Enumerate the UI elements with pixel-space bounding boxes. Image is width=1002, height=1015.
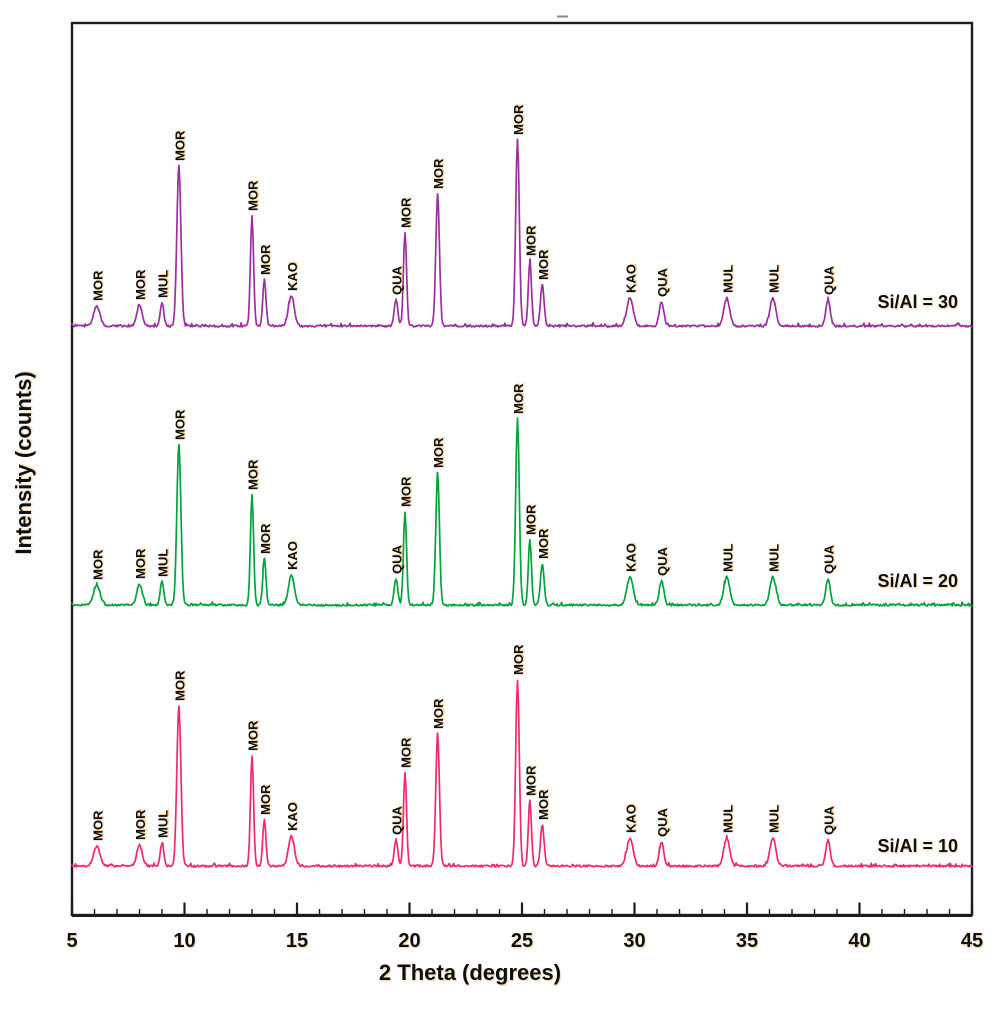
x-tick-label: 45 bbox=[961, 930, 983, 952]
peak-label-mor: MOR bbox=[511, 644, 526, 675]
series-label-group: Si/Al = 30 Si/Al = 20 Si/Al = 10 bbox=[877, 292, 958, 856]
series-label-2: Si/Al = 20 bbox=[877, 571, 958, 591]
xrd-trace-1 bbox=[71, 138, 973, 328]
x-tick-label: 15 bbox=[286, 930, 308, 952]
peak-label-mul: MUL bbox=[720, 544, 735, 572]
peak-label-mor: MOR bbox=[431, 698, 446, 729]
x-tick-label: 5 bbox=[66, 930, 77, 952]
peak-label-mor: MOR bbox=[172, 670, 187, 701]
peak-label-mor: MOR bbox=[431, 158, 446, 189]
peak-label-mor: MOR bbox=[536, 528, 551, 559]
peak-label-mor: MOR bbox=[133, 269, 148, 300]
peak-label-mul: MUL bbox=[156, 270, 171, 298]
x-tick-label: 20 bbox=[398, 930, 420, 952]
peak-label-mor: MOR bbox=[399, 197, 414, 228]
peak-label-mul: MUL bbox=[720, 805, 735, 833]
xrd-trace-2 bbox=[71, 417, 973, 607]
x-tick-label: 25 bbox=[511, 930, 533, 952]
x-tick-label: 10 bbox=[173, 930, 195, 952]
peak-label-mul: MUL bbox=[766, 544, 781, 572]
peak-label-mor: MOR bbox=[133, 548, 148, 579]
peak-label-mul: MUL bbox=[766, 265, 781, 293]
peak-label-qua: QUA bbox=[655, 268, 670, 298]
peak-label-qua: QUA bbox=[390, 545, 405, 575]
peak-label-mor: MOR bbox=[536, 249, 551, 280]
peak-label-mor: MOR bbox=[399, 737, 414, 768]
peak-label-mor: MOR bbox=[511, 104, 526, 135]
peak-label-mul: MUL bbox=[156, 810, 171, 838]
peak-label-kao: KAO bbox=[624, 264, 639, 293]
peak-label-mul: MUL bbox=[720, 265, 735, 293]
peak-label-mor: MOR bbox=[523, 765, 538, 796]
peak-label-mor: MOR bbox=[258, 244, 273, 275]
peak-label-mor: MOR bbox=[90, 549, 105, 580]
x-axis-tick-labels: 5 10 15 20 25 30 35 40 45 bbox=[66, 930, 983, 952]
peak-label-mul: MUL bbox=[766, 805, 781, 833]
peak-label-mul: MUL bbox=[156, 549, 171, 577]
peak-label-mor: MOR bbox=[258, 523, 273, 554]
peak-label-qua: QUA bbox=[822, 266, 837, 296]
series-label-3: Si/Al = 10 bbox=[877, 836, 958, 856]
peak-label-mor: MOR bbox=[431, 437, 446, 468]
peak-label-qua: QUA bbox=[655, 808, 670, 838]
x-tick-label: 30 bbox=[623, 930, 645, 952]
peak-label-mor: MOR bbox=[258, 784, 273, 815]
peak-label-mor: MOR bbox=[90, 810, 105, 841]
series-label-1: Si/Al = 30 bbox=[877, 292, 958, 312]
peak-label-kao: KAO bbox=[285, 262, 300, 291]
peak-label-mor: MOR bbox=[523, 504, 538, 535]
peak-label-mor: MOR bbox=[523, 225, 538, 256]
peak-label-qua: QUA bbox=[390, 806, 405, 836]
peak-label-mor: MOR bbox=[246, 720, 261, 751]
peak-label-mor: MOR bbox=[172, 130, 187, 161]
peak-label-qua: QUA bbox=[655, 547, 670, 577]
peak-label-mor: MOR bbox=[172, 409, 187, 440]
peak-label-mor: MOR bbox=[133, 809, 148, 840]
peak-label-kao: KAO bbox=[285, 802, 300, 831]
peak-label-qua: QUA bbox=[822, 806, 837, 836]
x-axis-title: 2 Theta (degrees) bbox=[379, 960, 561, 985]
peak-label-kao: KAO bbox=[624, 804, 639, 833]
peak-label-mor: MOR bbox=[246, 459, 261, 490]
peak-label-qua: QUA bbox=[822, 545, 837, 575]
x-tick-label: 40 bbox=[848, 930, 870, 952]
trace-group bbox=[71, 138, 973, 868]
peak-label-mor: MOR bbox=[511, 383, 526, 414]
peak-label-qua: QUA bbox=[390, 266, 405, 296]
peak-label-kao: KAO bbox=[624, 543, 639, 572]
xrd-trace-3 bbox=[71, 679, 973, 868]
x-tick-label: 35 bbox=[736, 930, 758, 952]
y-axis-title: Intensity (counts) bbox=[11, 371, 36, 554]
peak-label-mor: MOR bbox=[399, 476, 414, 507]
peak-label-mor: MOR bbox=[246, 180, 261, 211]
peak-label-mor: MOR bbox=[536, 789, 551, 820]
peak-label-kao: KAO bbox=[285, 541, 300, 570]
peak-label-mor: MOR bbox=[90, 270, 105, 301]
